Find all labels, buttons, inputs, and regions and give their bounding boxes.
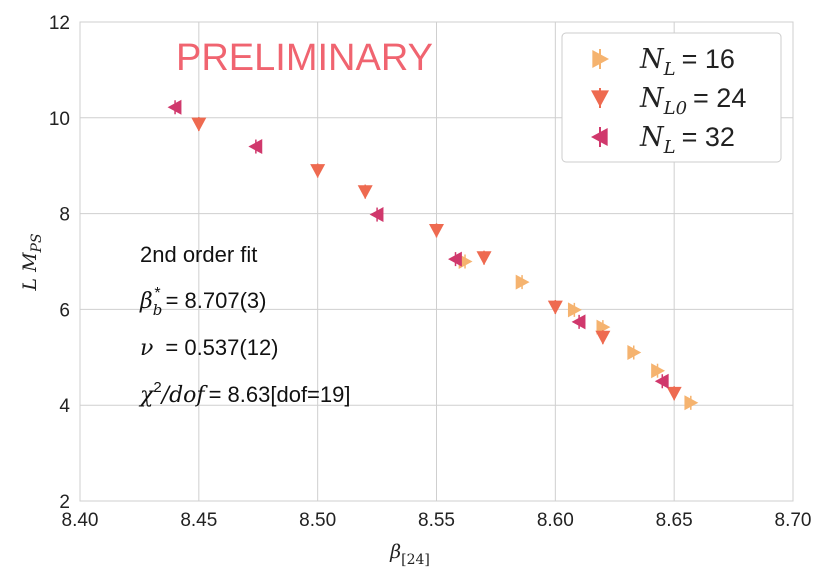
data-point-series-2 [666, 386, 682, 401]
data-point-series-2 [429, 223, 444, 238]
x-tick-label: 8.55 [418, 510, 455, 531]
data-point-series-1 [458, 254, 473, 269]
x-tick-label: 8.40 [62, 510, 99, 531]
fit-nu: ν = 0.537(12) [140, 335, 279, 361]
legend-label-2: NL0 = 24 [639, 83, 746, 119]
data-point-series-3 [571, 314, 586, 330]
data-point-series-1 [651, 363, 666, 379]
data-point-series-3 [654, 373, 669, 389]
data-point-series-2 [357, 184, 373, 200]
y-tick-label: 2 [59, 492, 70, 513]
data-point-series-3 [248, 139, 263, 155]
legend-marker-1 [592, 49, 609, 69]
data-point-series-1 [515, 274, 530, 290]
legend-label-1: NL = 16 [639, 44, 735, 80]
fit-title: 2nd order fit [140, 242, 257, 267]
points [167, 99, 699, 411]
data-point-series-2 [191, 117, 207, 132]
legend-label-3: NL = 32 [639, 122, 735, 158]
y-ticks: 2 4 6 8 10 12 [49, 13, 71, 513]
data-point-series-3 [369, 207, 384, 223]
data-point-series-2 [476, 250, 492, 266]
x-tick-label: 8.70 [775, 510, 812, 531]
fit-chi2: χ2/dof = 8.63[dof=19] [138, 379, 350, 408]
data-point-series-2 [310, 163, 326, 178]
x-axis-label: β[24] [389, 541, 430, 568]
fit-beta: βb* = 8.707(3) [139, 285, 266, 319]
y-tick-label: 6 [59, 300, 70, 321]
data-point-series-3 [167, 99, 182, 115]
x-tick-label: 8.65 [656, 510, 693, 531]
data-point-series-1 [627, 345, 642, 361]
data-point-series-1 [567, 302, 582, 318]
x-tick-label: 8.45 [180, 510, 217, 531]
y-axis-label: L MPS [19, 233, 45, 291]
legend-marker-2 [591, 88, 609, 108]
y-tick-label: 10 [49, 109, 70, 130]
y-tick-label: 12 [49, 13, 70, 34]
watermark: PRELIMINARY [176, 37, 433, 79]
data-point-series-3 [448, 251, 462, 267]
legend-marker-3 [591, 127, 608, 147]
data-point-series-1 [684, 395, 699, 411]
data-point-series-2 [595, 330, 611, 345]
x-tick-label: 8.60 [537, 510, 574, 531]
legend-box [561, 32, 782, 163]
x-tick-label: 8.50 [299, 510, 336, 531]
x-ticks: 8.40 8.45 8.50 8.55 8.60 8.65 8.70 [62, 510, 812, 531]
plot-frame [79, 21, 794, 502]
y-tick-label: 8 [59, 205, 70, 226]
y-tick-label: 4 [59, 396, 70, 417]
data-point-series-2 [547, 300, 563, 315]
fit-annotation: 2nd order fit βb* = 8.707(3) ν = 0.537(12)… [138, 242, 350, 408]
legend: NL = 16 NL0 = 24 NL = 32 [561, 32, 782, 163]
